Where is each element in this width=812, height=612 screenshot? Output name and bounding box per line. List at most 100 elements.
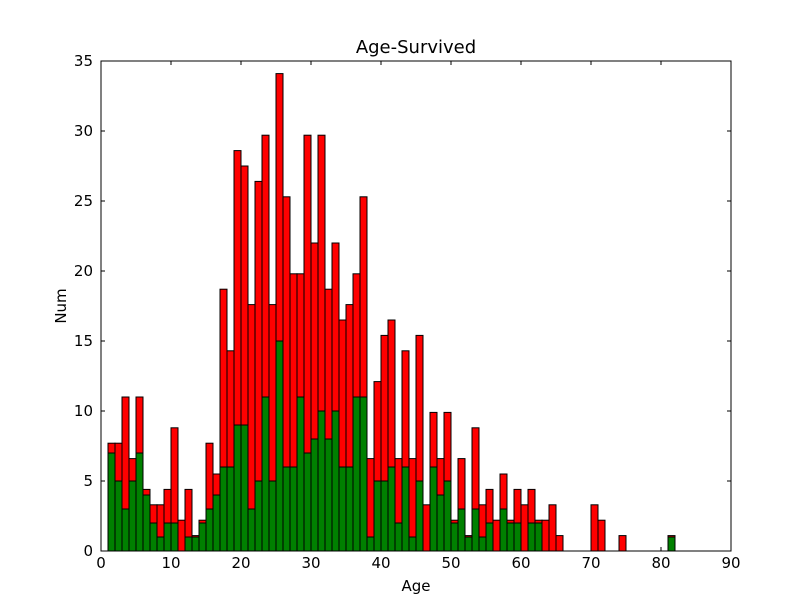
bar bbox=[184, 488, 193, 538]
bar bbox=[338, 466, 347, 552]
bar bbox=[184, 536, 193, 552]
bar bbox=[338, 319, 347, 468]
bar bbox=[492, 519, 501, 552]
bar bbox=[331, 242, 340, 412]
bar bbox=[471, 427, 480, 510]
bar bbox=[380, 480, 389, 552]
x-tick-label: 90 bbox=[721, 554, 740, 572]
bar bbox=[170, 427, 179, 524]
bar bbox=[282, 196, 291, 468]
bar bbox=[352, 396, 361, 552]
bar bbox=[667, 536, 676, 552]
bar bbox=[226, 466, 235, 552]
bar bbox=[191, 536, 200, 552]
x-tick-label: 20 bbox=[231, 554, 250, 572]
bar bbox=[443, 480, 452, 552]
x-tick-label: 10 bbox=[161, 554, 180, 572]
bar bbox=[135, 452, 144, 552]
bar bbox=[226, 350, 235, 468]
bar bbox=[289, 273, 298, 468]
bar bbox=[597, 519, 606, 552]
bar bbox=[394, 522, 403, 552]
bar bbox=[506, 519, 515, 524]
bar bbox=[296, 396, 305, 552]
y-tick-label: 20 bbox=[74, 262, 93, 280]
bar bbox=[310, 438, 319, 552]
bar bbox=[128, 458, 137, 482]
bar bbox=[198, 522, 207, 552]
y-tick-label: 10 bbox=[74, 402, 93, 420]
bar bbox=[590, 504, 599, 552]
bar bbox=[170, 522, 179, 552]
bar bbox=[121, 508, 130, 552]
bar bbox=[247, 508, 256, 552]
bar bbox=[268, 480, 277, 552]
bar bbox=[247, 304, 256, 510]
bar bbox=[366, 536, 375, 552]
y-tick-label: 0 bbox=[83, 542, 93, 560]
bar bbox=[415, 480, 424, 552]
bar bbox=[212, 473, 221, 496]
bar bbox=[499, 473, 508, 510]
bar bbox=[436, 458, 445, 496]
bar bbox=[268, 304, 277, 482]
bar bbox=[534, 519, 543, 524]
bar bbox=[289, 466, 298, 552]
bar bbox=[205, 508, 214, 552]
bar bbox=[163, 522, 172, 552]
bar bbox=[401, 466, 410, 552]
bar bbox=[233, 424, 242, 552]
bar bbox=[212, 494, 221, 552]
bar bbox=[114, 480, 123, 552]
bar bbox=[240, 165, 249, 426]
bar bbox=[366, 458, 375, 538]
x-tick-label: 50 bbox=[441, 554, 460, 572]
bar bbox=[254, 480, 263, 552]
bar bbox=[191, 535, 200, 538]
bar bbox=[359, 196, 368, 398]
bar bbox=[128, 480, 137, 552]
x-tick-label: 70 bbox=[581, 554, 600, 572]
bar bbox=[121, 396, 130, 510]
bar bbox=[499, 508, 508, 552]
bar bbox=[296, 273, 305, 398]
plot-frame bbox=[100, 60, 732, 552]
bar bbox=[324, 438, 333, 552]
bar bbox=[401, 350, 410, 468]
bar bbox=[135, 396, 144, 454]
bar bbox=[394, 458, 403, 524]
bar bbox=[506, 522, 515, 552]
x-tick-label: 80 bbox=[651, 554, 670, 572]
bar bbox=[618, 535, 627, 552]
bar bbox=[219, 288, 228, 468]
x-tick-label: 0 bbox=[96, 554, 106, 572]
bar bbox=[415, 334, 424, 482]
bar bbox=[149, 522, 158, 552]
bar bbox=[177, 519, 186, 552]
bar bbox=[387, 319, 396, 468]
y-tick-label: 5 bbox=[83, 472, 93, 490]
bar bbox=[310, 242, 319, 440]
y-tick-label: 30 bbox=[74, 122, 93, 140]
y-tick-label: 25 bbox=[74, 192, 93, 210]
bar bbox=[149, 504, 158, 524]
bar bbox=[303, 452, 312, 552]
x-tick-label: 60 bbox=[511, 554, 530, 572]
bar bbox=[303, 134, 312, 454]
bar bbox=[275, 340, 284, 552]
bar bbox=[527, 522, 536, 552]
bar bbox=[485, 522, 494, 552]
bar bbox=[513, 522, 522, 552]
bar bbox=[450, 522, 459, 552]
bar bbox=[352, 273, 361, 398]
bar bbox=[373, 480, 382, 552]
bar bbox=[485, 488, 494, 524]
bar bbox=[324, 288, 333, 440]
bar bbox=[527, 488, 536, 524]
bar bbox=[443, 411, 452, 482]
bar bbox=[156, 536, 165, 552]
bar bbox=[457, 508, 466, 552]
bar bbox=[555, 535, 564, 552]
